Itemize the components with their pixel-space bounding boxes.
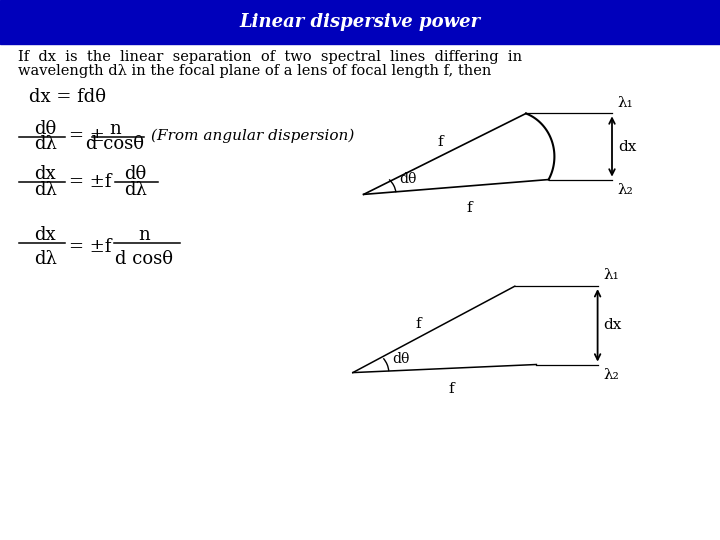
Text: dx: dx [603,319,622,332]
Bar [0,0,720,44]
Text: = ±f: = ±f [69,238,112,256]
Text: f: f [416,317,421,331]
Text: λ₁: λ₁ [603,268,619,282]
Text: dλ: dλ [35,181,58,199]
Text: λ₁: λ₁ [618,96,634,110]
Text: f: f [467,201,472,215]
Text: dθ: dθ [392,352,410,366]
Text: λ₂: λ₂ [603,368,619,382]
Text: n: n [109,119,121,138]
Text: f: f [448,382,454,396]
Text: λ₂: λ₂ [618,184,634,197]
Text: f: f [438,135,444,149]
Text: dλ: dλ [35,135,58,153]
Text: dλ: dλ [35,250,58,268]
Text: dx: dx [35,165,56,183]
Text: = ±f: = ±f [69,173,112,191]
Text: dx = fdθ: dx = fdθ [29,88,106,106]
Text: dx: dx [35,226,56,244]
Text: d cosθ: d cosθ [115,250,173,268]
Text: dθ: dθ [35,119,57,138]
Text: dx: dx [618,139,636,153]
Text: If  dx  is  the  linear  separation  of  two  spectral  lines  differing  in: If dx is the linear separation of two sp… [18,50,522,64]
Text: dθ: dθ [125,165,147,183]
Text: Linear dispersive power: Linear dispersive power [240,13,480,31]
Text: = ±: = ± [69,127,105,145]
Text: dθ: dθ [400,172,417,186]
Text: wavelength dλ in the focal plane of a lens of focal length f, then: wavelength dλ in the focal plane of a le… [18,64,491,78]
Text: d cosθ: d cosθ [86,135,144,153]
Text: (From angular dispersion): (From angular dispersion) [151,129,354,143]
Text: n: n [138,226,150,244]
Text: dλ: dλ [125,181,148,199]
